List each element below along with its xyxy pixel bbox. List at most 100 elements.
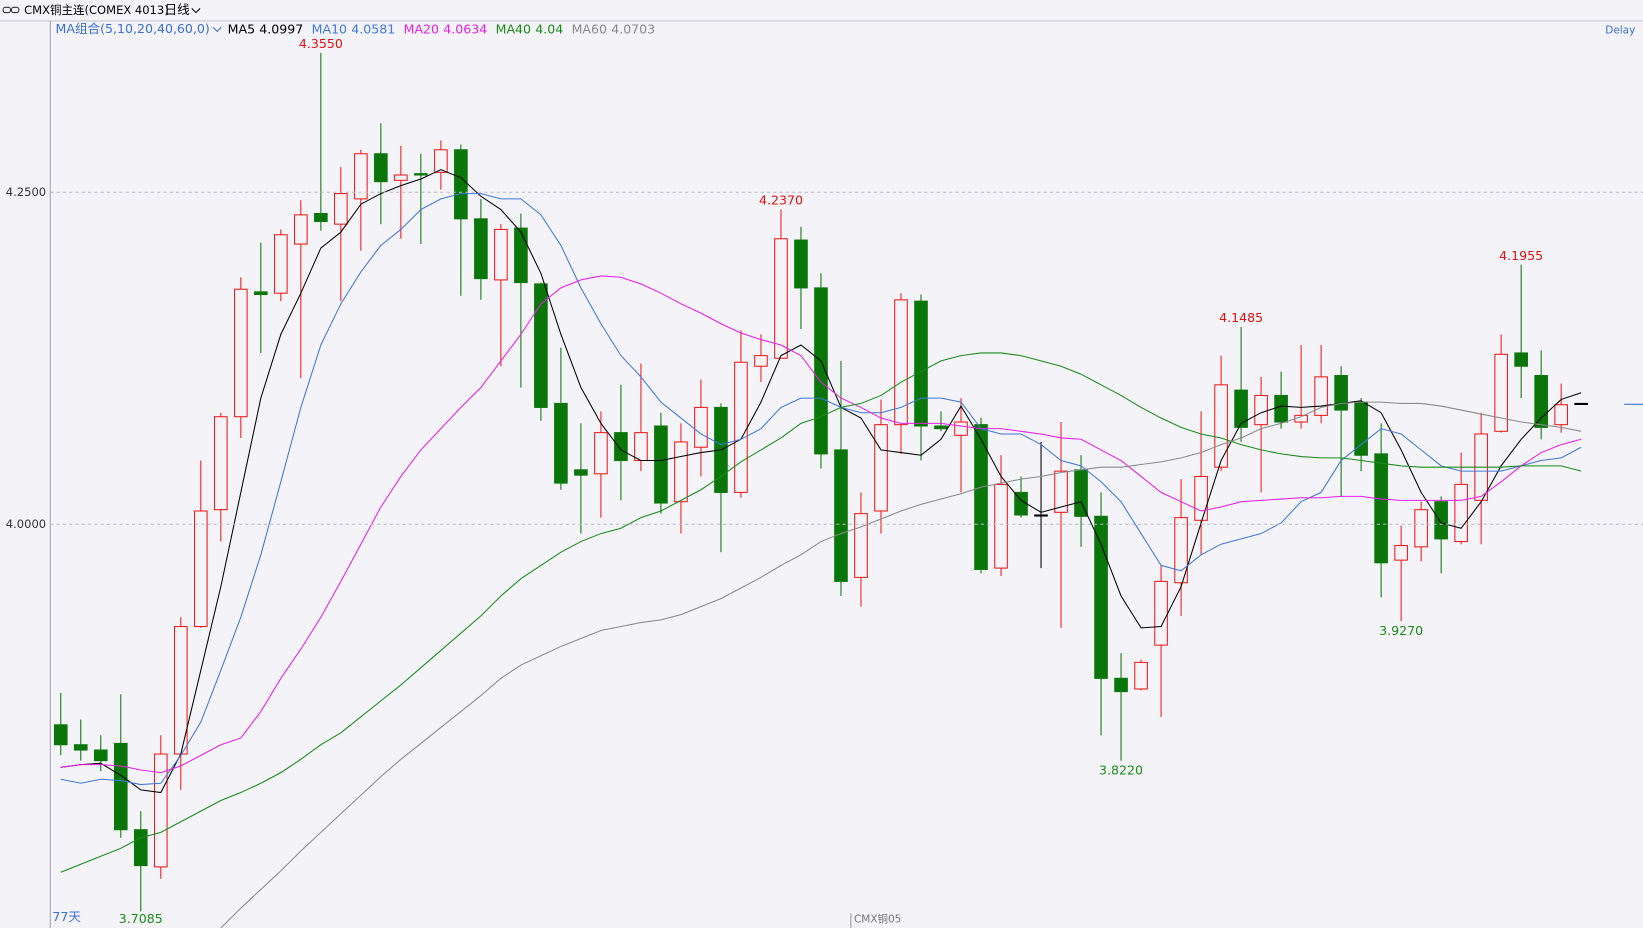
candle-body bbox=[93, 749, 108, 762]
legend-name: MA60 bbox=[572, 21, 607, 36]
legend-value: 4.0997 bbox=[259, 21, 303, 36]
candle-body bbox=[654, 425, 668, 504]
y-tick-label: 4.2500 bbox=[6, 185, 46, 199]
candle-body bbox=[274, 234, 288, 294]
candle-body bbox=[1274, 394, 1288, 423]
legend-value: 4.04 bbox=[535, 21, 563, 36]
candle-body bbox=[1374, 453, 1388, 564]
candle-body bbox=[814, 287, 828, 455]
candle-body bbox=[1234, 389, 1248, 428]
legend-name: MA40 bbox=[496, 21, 531, 36]
contract-label: CMX铜05 bbox=[854, 914, 901, 926]
candle-body bbox=[194, 510, 208, 628]
ma-line bbox=[60, 169, 1582, 794]
candle-body bbox=[834, 449, 848, 582]
legend-name: MA5 bbox=[228, 21, 255, 36]
y-tick-label: 4.0000 bbox=[6, 517, 46, 531]
high-label: 4.3550 bbox=[299, 36, 343, 51]
ma-line bbox=[60, 352, 1582, 873]
candle-body bbox=[434, 149, 448, 173]
candle-body bbox=[354, 153, 368, 200]
candle-body bbox=[414, 173, 428, 176]
candle-body bbox=[914, 300, 928, 427]
candle-body bbox=[113, 742, 128, 831]
candle-body bbox=[774, 238, 788, 359]
status-label: Delay bbox=[1605, 24, 1635, 36]
dropdown-arrow[interactable] bbox=[191, 8, 201, 14]
candle-body bbox=[1534, 375, 1548, 428]
candle-body bbox=[374, 153, 388, 183]
candle-body bbox=[694, 406, 708, 448]
candle-body bbox=[1354, 401, 1368, 456]
candle-body bbox=[974, 424, 988, 570]
candle-body bbox=[614, 432, 628, 462]
candle-body bbox=[674, 441, 688, 503]
candle-body bbox=[634, 432, 648, 462]
legend-name: MA20 bbox=[404, 21, 439, 36]
ma-line bbox=[60, 275, 1582, 774]
candle-body bbox=[854, 513, 868, 578]
legend-name: MA10 bbox=[312, 21, 347, 36]
candle-body bbox=[73, 744, 88, 751]
candle-body bbox=[1054, 470, 1068, 513]
candle-body bbox=[1574, 402, 1588, 405]
candle-body bbox=[1034, 514, 1048, 517]
candle-body bbox=[534, 283, 548, 408]
ma-line bbox=[220, 401, 1582, 928]
legend-entry: MA5 4.0997 bbox=[228, 21, 304, 36]
candle-body bbox=[394, 174, 408, 181]
ma-group-label[interactable]: MA组合(5,10,20,40,60,0) bbox=[56, 21, 210, 36]
candle-body bbox=[1134, 661, 1148, 690]
candle-body bbox=[554, 402, 568, 484]
chart-title: CMX铜主连(COMEX 4013) bbox=[24, 3, 169, 17]
candle-body bbox=[454, 149, 468, 220]
candle-body bbox=[1154, 580, 1168, 646]
candle-body bbox=[794, 239, 808, 289]
period-selector[interactable]: 日线 bbox=[165, 2, 191, 17]
low-label: 3.7085 bbox=[119, 911, 163, 926]
candle-body bbox=[994, 483, 1008, 569]
candle-body bbox=[1174, 517, 1188, 584]
legend-entry: MA20 4.0634 bbox=[404, 21, 488, 36]
dropdown-arrow bbox=[212, 26, 222, 33]
candle-body bbox=[1514, 352, 1528, 367]
candle-body bbox=[1114, 677, 1128, 693]
candle-body bbox=[1094, 515, 1108, 679]
candle-body bbox=[734, 361, 748, 493]
high-label: 4.1955 bbox=[1499, 248, 1543, 263]
legend-value: 4.0634 bbox=[443, 21, 487, 36]
candle-body bbox=[1394, 545, 1408, 561]
candle-body bbox=[234, 288, 248, 418]
candle-body bbox=[1434, 501, 1448, 540]
candle-body bbox=[294, 214, 308, 245]
candle-body bbox=[254, 291, 268, 296]
candle-body bbox=[1334, 375, 1348, 411]
candle-body bbox=[754, 355, 768, 367]
icon-part bbox=[2, 6, 12, 14]
candle-body bbox=[1074, 469, 1088, 517]
legend-value: 4.0581 bbox=[351, 21, 395, 36]
high-label: 4.1485 bbox=[1219, 310, 1263, 325]
candle-body bbox=[1554, 404, 1568, 426]
candle-body bbox=[153, 753, 168, 868]
candle-body bbox=[1414, 509, 1428, 548]
legend: MA组合(5,10,20,40,60,0) MA5 4.0997 MA10 4.0581… bbox=[56, 21, 656, 36]
candle-body bbox=[894, 299, 908, 426]
candle-body bbox=[314, 212, 328, 223]
legend-entry: MA60 4.0703 bbox=[572, 21, 656, 36]
candle-body bbox=[954, 421, 968, 436]
low-label: 3.9270 bbox=[1379, 623, 1423, 638]
toolbar-icon[interactable] bbox=[2, 6, 20, 14]
candle-body bbox=[474, 218, 488, 280]
ma-line bbox=[60, 193, 1582, 786]
candle-body bbox=[1254, 394, 1268, 426]
plot-area bbox=[53, 52, 1588, 928]
candle-body bbox=[594, 432, 608, 475]
candle-body bbox=[214, 416, 228, 511]
count-label: 77天 bbox=[52, 909, 81, 924]
candle-body bbox=[53, 724, 68, 746]
candle-body bbox=[1454, 483, 1468, 543]
legend-value: 4.0703 bbox=[611, 21, 655, 36]
